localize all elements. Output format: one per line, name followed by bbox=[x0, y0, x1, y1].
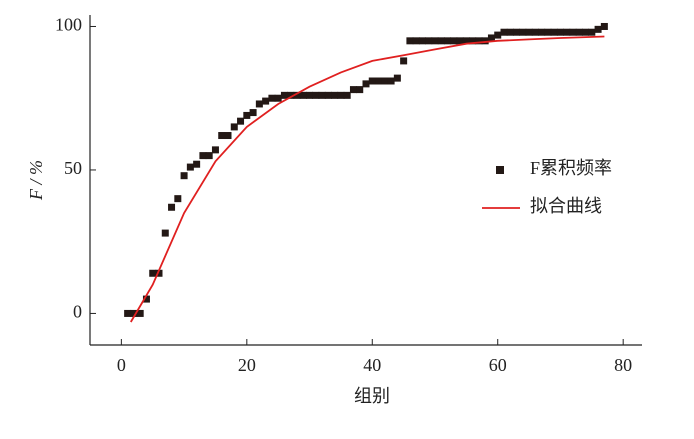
data-point bbox=[293, 91, 301, 99]
data-point bbox=[368, 77, 376, 85]
data-point bbox=[400, 57, 408, 65]
data-point bbox=[450, 37, 458, 45]
data-point bbox=[600, 22, 608, 30]
data-point bbox=[544, 28, 552, 36]
data-point bbox=[550, 28, 558, 36]
data-point bbox=[331, 91, 339, 99]
x-tick-label: 80 bbox=[614, 355, 632, 375]
data-point bbox=[375, 77, 383, 85]
data-point bbox=[531, 28, 539, 36]
data-point bbox=[462, 37, 470, 45]
data-point bbox=[556, 28, 564, 36]
data-point bbox=[161, 229, 169, 237]
data-point bbox=[318, 91, 326, 99]
data-point bbox=[437, 37, 445, 45]
data-point bbox=[418, 37, 426, 45]
data-point bbox=[249, 109, 257, 117]
data-point bbox=[186, 163, 194, 171]
data-point bbox=[582, 28, 590, 36]
data-point bbox=[506, 28, 514, 36]
data-point bbox=[525, 28, 533, 36]
data-point bbox=[431, 37, 439, 45]
data-point bbox=[324, 91, 332, 99]
data-point bbox=[124, 309, 132, 317]
x-axis-label: 组别 bbox=[354, 386, 390, 406]
data-point bbox=[563, 28, 571, 36]
data-point bbox=[230, 123, 238, 131]
data-point bbox=[306, 91, 314, 99]
data-point bbox=[362, 80, 370, 88]
legend-marker bbox=[496, 166, 504, 174]
data-point bbox=[569, 28, 577, 36]
data-point bbox=[142, 295, 150, 303]
x-tick-label: 60 bbox=[489, 355, 507, 375]
data-point bbox=[356, 86, 364, 94]
data-point bbox=[130, 309, 138, 317]
data-point bbox=[487, 34, 495, 42]
data-point bbox=[299, 91, 307, 99]
data-point bbox=[469, 37, 477, 45]
data-point bbox=[174, 195, 182, 203]
data-point bbox=[393, 74, 401, 82]
data-point bbox=[456, 37, 464, 45]
data-point bbox=[180, 172, 188, 180]
y-tick-label: 50 bbox=[64, 158, 82, 178]
data-point bbox=[513, 28, 521, 36]
data-point bbox=[444, 37, 452, 45]
data-point bbox=[575, 28, 583, 36]
data-point bbox=[280, 91, 288, 99]
data-point bbox=[168, 203, 176, 211]
legend-label: 拟合曲线 bbox=[530, 196, 602, 216]
data-point bbox=[218, 132, 226, 140]
x-tick-label: 20 bbox=[238, 355, 256, 375]
data-point bbox=[538, 28, 546, 36]
data-point bbox=[274, 94, 282, 102]
legend-label: F累积频率 bbox=[530, 158, 612, 178]
data-point bbox=[149, 269, 157, 277]
data-point bbox=[494, 31, 502, 39]
data-point bbox=[205, 152, 213, 160]
data-point bbox=[475, 37, 483, 45]
data-point bbox=[312, 91, 320, 99]
y-tick-label: 0 bbox=[73, 302, 82, 322]
x-tick-label: 0 bbox=[117, 355, 126, 375]
data-point bbox=[588, 28, 596, 36]
data-point bbox=[287, 91, 295, 99]
data-point bbox=[262, 97, 270, 105]
data-point bbox=[519, 28, 527, 36]
data-point bbox=[255, 100, 263, 108]
data-point bbox=[224, 132, 232, 140]
data-point bbox=[211, 146, 219, 154]
data-point bbox=[136, 309, 144, 317]
data-point bbox=[406, 37, 414, 45]
y-tick-label: 100 bbox=[55, 15, 82, 35]
fit-line bbox=[130, 35, 605, 323]
x-tick-label: 40 bbox=[363, 355, 381, 375]
data-point bbox=[425, 37, 433, 45]
data-point bbox=[237, 117, 245, 125]
data-point bbox=[387, 77, 395, 85]
y-axis-label: F / % bbox=[26, 160, 46, 201]
data-point bbox=[500, 28, 508, 36]
data-point bbox=[199, 152, 207, 160]
data-point bbox=[193, 160, 201, 168]
data-point bbox=[155, 269, 163, 277]
data-point bbox=[349, 86, 357, 94]
data-point bbox=[481, 37, 489, 45]
data-point bbox=[268, 94, 276, 102]
data-point bbox=[412, 37, 420, 45]
data-point bbox=[594, 25, 602, 33]
data-point bbox=[337, 91, 345, 99]
data-point bbox=[343, 91, 351, 99]
data-point bbox=[381, 77, 389, 85]
data-point bbox=[243, 111, 251, 119]
